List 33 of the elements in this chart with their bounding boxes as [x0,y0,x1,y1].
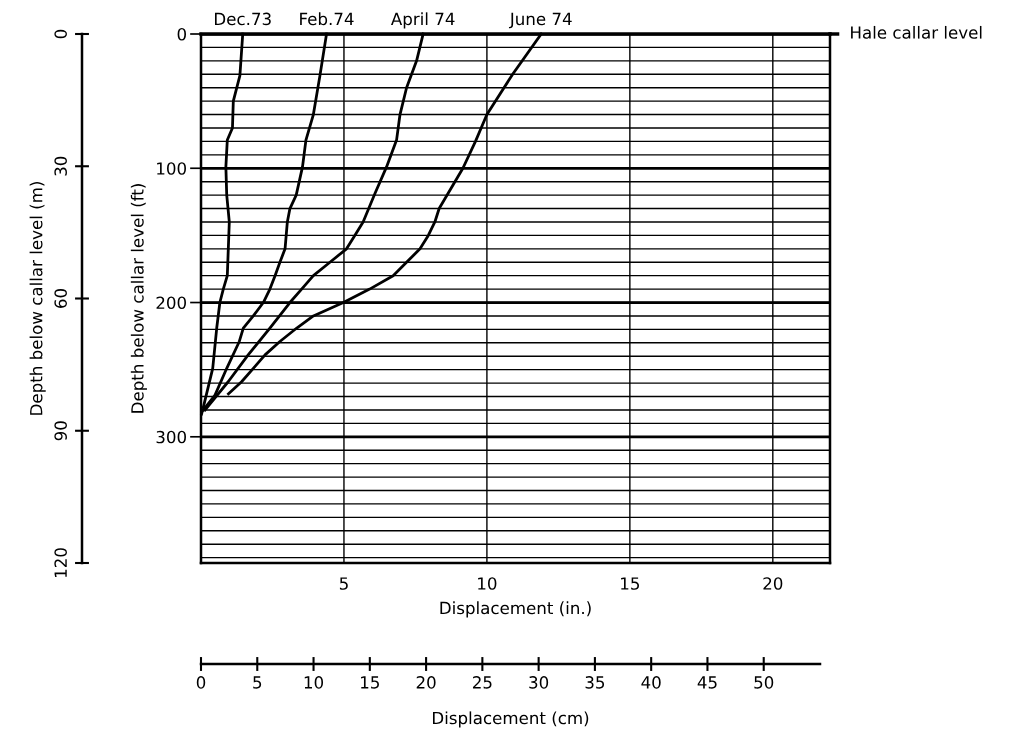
series-label: Feb.74 [300,12,354,26]
series-label: June 74 [508,12,572,29]
x2-tick-label: 15 [361,676,379,689]
x2-tick-label: 5 [253,676,262,689]
y2-tick-label: 90 [54,421,67,441]
x2-tick-label: 35 [585,676,605,689]
x2-tick-label: 30 [529,676,549,689]
y2-tick-label: 0 [54,29,67,39]
x2-tick-label: 0 [196,676,206,689]
y-tick-label: 200 [156,296,186,310]
x-tick-label: 10 [478,577,497,590]
x2-tick-label: 50 [754,676,774,689]
y2-tick-label: 120 [54,548,67,578]
y2-tick-label: 60 [54,289,67,308]
x2-axis-title: Displacement (cm) [433,711,589,728]
y2-tick-label: 30 [54,156,67,176]
y-tick-label: 100 [157,162,186,175]
y2-axis-title: Depth below callar level (m) [29,182,46,415]
text: Hale callar level [851,25,982,39]
x-tick-label: 5 [339,577,348,590]
y-tick-label: 0 [177,27,186,41]
x2-tick-label: 40 [641,676,661,689]
series-label: Dec.73 [215,12,271,26]
x-axis-title: Displacement (in.) [440,601,591,618]
x-tick-label: 15 [621,577,640,590]
x2-tick-label: 45 [697,676,717,689]
x2-tick-label: 20 [416,676,436,689]
x2-tick-label: 25 [472,676,492,689]
y-axis-title: Depth below callar level (ft) [130,184,147,413]
x2-tick-label: 10 [304,676,324,689]
x-tick-label: 20 [763,577,783,590]
series-label: April 74 [390,12,455,29]
y-tick-label: 300 [156,430,186,444]
